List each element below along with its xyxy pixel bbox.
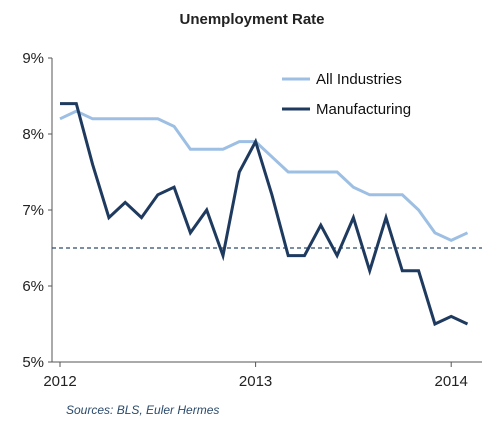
y-axis-ticks: 9% 8% 7% 6% 5%: [22, 50, 52, 371]
chart-title: Unemployment Rate: [179, 11, 324, 28]
legend-label: All Industries: [316, 71, 402, 88]
x-tick-label: 2012: [43, 373, 76, 390]
x-axis-ticks: 2012 2013 2014: [43, 362, 468, 390]
series-lines: [59, 102, 469, 327]
y-tick-label: 5%: [22, 354, 44, 371]
legend: All Industries Manufacturing: [282, 71, 411, 118]
x-tick-label: 2014: [435, 373, 468, 390]
x-tick-label: 2013: [239, 373, 272, 390]
y-tick-label: 9%: [22, 50, 44, 67]
y-tick-label: 8%: [22, 126, 44, 143]
source-note: Sources: BLS, Euler Hermes: [66, 403, 219, 417]
legend-label: Manufacturing: [316, 101, 411, 118]
series-line-all-industries: [59, 109, 469, 243]
series-line-manufacturing: [60, 102, 469, 327]
y-tick-label: 7%: [22, 202, 44, 219]
y-tick-label: 6%: [22, 278, 44, 295]
